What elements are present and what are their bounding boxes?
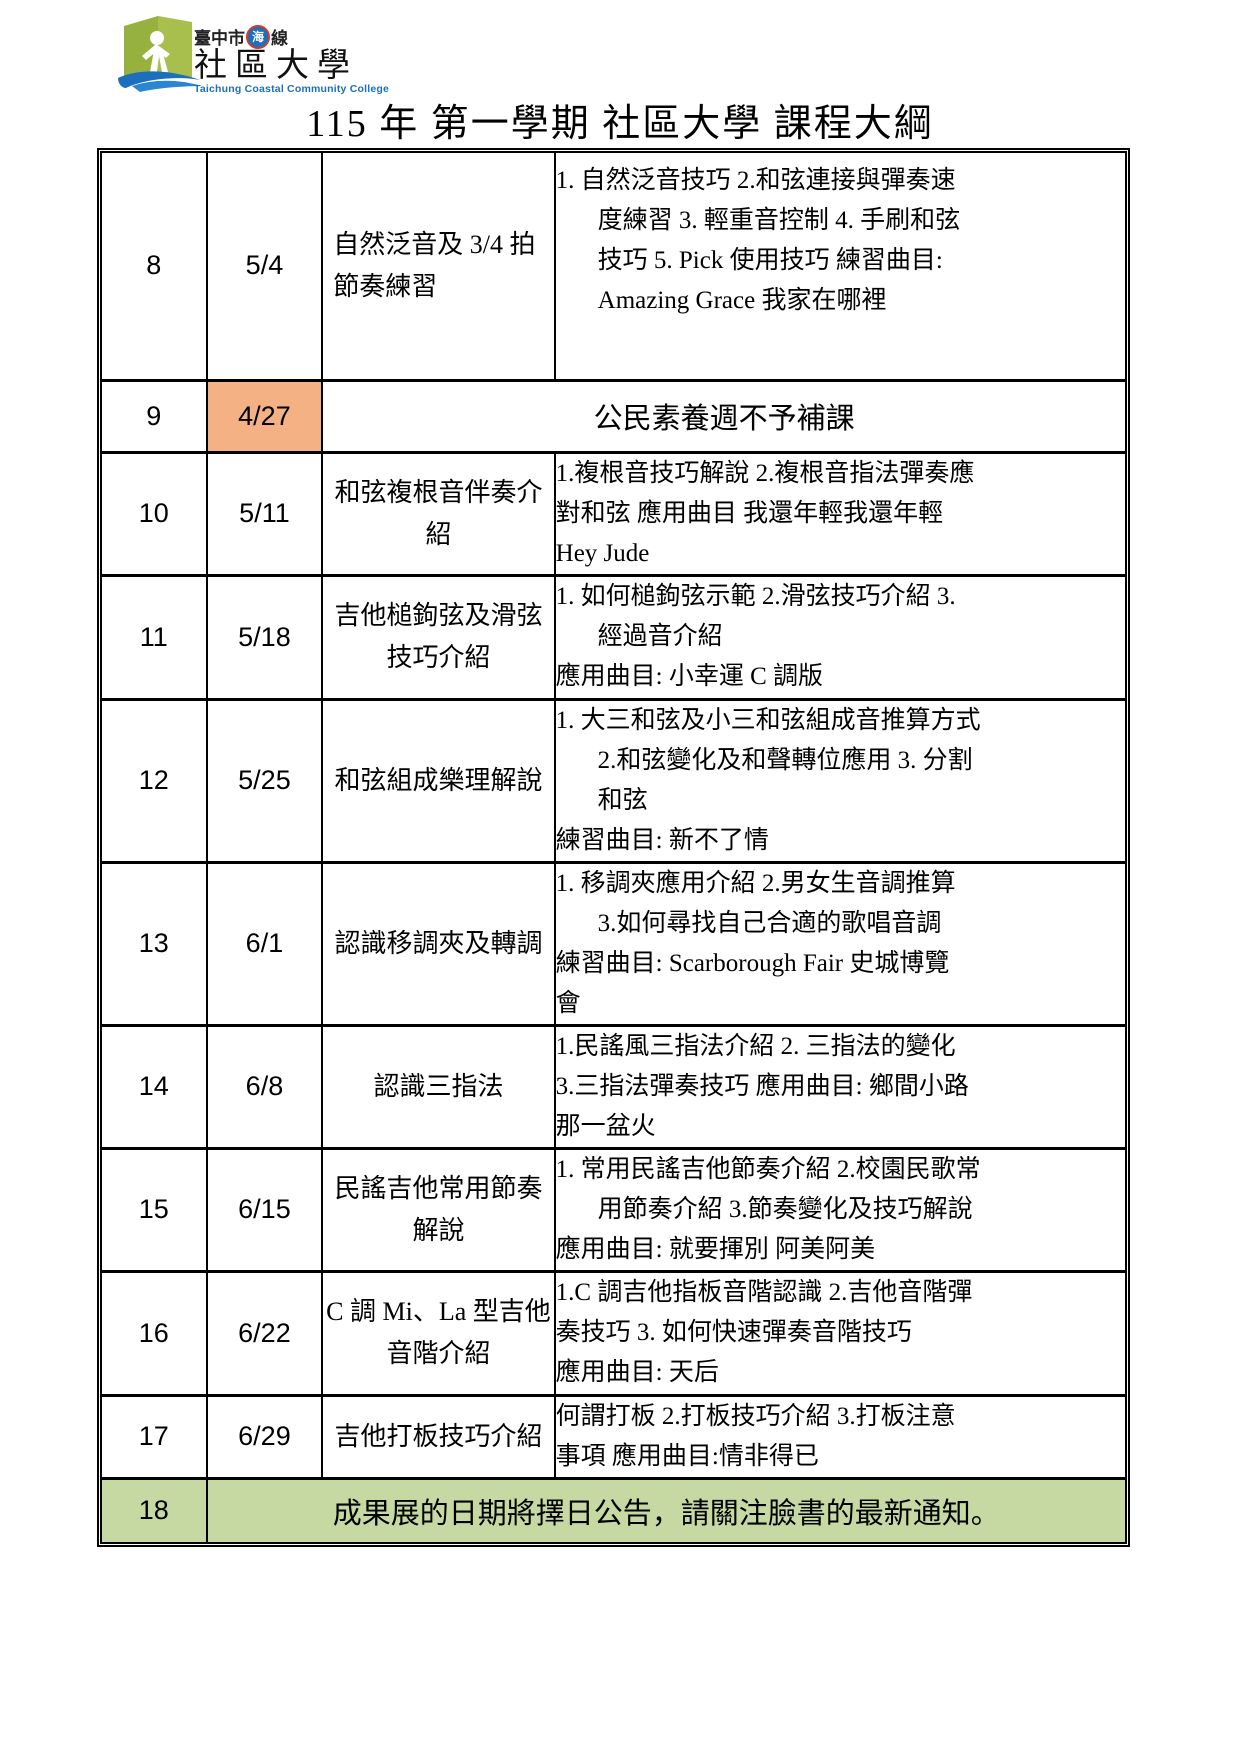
- content-line: 1. 移調夾應用介紹 2.男女生音調推算: [555, 869, 956, 897]
- date-cell: 5/4: [205, 153, 323, 380]
- logo-city-text: 臺中市: [194, 29, 245, 48]
- topic-cell: 認識移調夾及轉調: [321, 860, 555, 1025]
- table-row: 9 4/27 公民素養週不予補課: [102, 378, 1125, 452]
- date-cell: 5/18: [205, 573, 323, 699]
- logo-book-icon: [118, 16, 202, 92]
- week-cell: 9: [102, 378, 207, 452]
- content-cell: 何謂打板 2.打板技巧介紹 3.打板注意 事項 應用曲目:情非得已: [553, 1393, 1125, 1478]
- week-cell: 8: [146, 250, 162, 281]
- table-row: 8 5/4 自然泛音及 3/4 拍節奏練習 1. 自然泛音技巧 2.和弦連接與彈…: [102, 153, 1125, 380]
- content-line: 3.三指法彈奏技巧 應用曲目: 鄉間小路: [555, 1072, 969, 1100]
- content-line: 2.和弦變化及和聲轉位應用 3. 分割: [597, 746, 973, 774]
- content-line: 應用曲目: 天后: [555, 1359, 719, 1386]
- merged-note-cell: 成果展的日期將擇日公告，請關注臉書的最新通知。: [205, 1476, 1125, 1542]
- content-cell: 1. 大三和弦及小三和弦組成音推算方式 2.和弦變化及和聲轉位應用 3. 分割 …: [553, 697, 1125, 862]
- logo-line-text: 線: [271, 29, 288, 48]
- topic-cell: 吉他槌鉤弦及滑弦技巧介紹: [321, 573, 555, 699]
- topic-cell: 民謠吉他常用節奏解說: [321, 1146, 555, 1271]
- content-line: 1. 自然泛音技巧 2.和弦連接與彈奏速: [555, 167, 956, 194]
- date-cell-highlighted: 4/27: [205, 378, 323, 452]
- week-cell: 11: [102, 573, 207, 699]
- topic-cell: 認識三指法: [321, 1023, 555, 1148]
- course-outline-table: 8 5/4 自然泛音及 3/4 拍節奏練習 1. 自然泛音技巧 2.和弦連接與彈…: [97, 148, 1130, 1547]
- content-line: 度練習 3. 輕重音控制 4. 手刷和弦: [597, 207, 961, 234]
- date-cell: 5/11: [205, 450, 323, 575]
- table-row: 18 成果展的日期將擇日公告，請關注臉書的最新通知。: [102, 1476, 1125, 1542]
- topic-cell: 和弦複根音伴奏介紹: [321, 450, 555, 575]
- content-line: 1.C 調吉他指板音階認識 2.吉他音階彈: [555, 1279, 973, 1306]
- date-cell: 6/29: [205, 1393, 323, 1478]
- table-row: 12 5/25 和弦組成樂理解說 1. 大三和弦及小三和弦組成音推算方式 2.和…: [102, 697, 1125, 862]
- topic-cell: 吉他打板技巧介紹: [321, 1393, 555, 1478]
- content-line: 用節奏介紹 3.節奏變化及技巧解說: [597, 1195, 973, 1223]
- week-cell: 13: [102, 860, 207, 1025]
- content-cell: 1. 自然泛音技巧 2.和弦連接與彈奏速 度練習 3. 輕重音控制 4. 手刷和…: [553, 153, 1125, 380]
- date-cell: 5/25: [205, 697, 323, 862]
- topic-cell: 自然泛音及 3/4 拍節奏練習: [321, 153, 555, 380]
- content-line: 3.如何尋找自己合適的歌唱音調: [597, 909, 942, 937]
- merged-note-cell: 公民素養週不予補課: [321, 378, 1125, 452]
- logo-text-line1: 臺中市 海 線: [194, 24, 389, 49]
- content-line: 練習曲目: Scarborough Fair 史城博覽: [555, 949, 950, 977]
- content-cell: 1. 如何槌鉤弦示範 2.滑弦技巧介紹 3. 經過音介紹 應用曲目: 小幸運 C…: [553, 573, 1125, 699]
- date-cell: 6/22: [205, 1269, 323, 1395]
- logo-seal-icon: 海: [246, 24, 270, 49]
- logo-school-name: 社區大學: [194, 48, 358, 84]
- week-cell: 18: [102, 1476, 207, 1542]
- content-line: 1. 常用民謠吉他節奏介紹 2.校園民歌常: [555, 1155, 981, 1183]
- content-line: 應用曲目: 就要揮別 阿美阿美: [555, 1235, 876, 1263]
- week-cell: 17: [102, 1393, 207, 1478]
- content-line: 何謂打板 2.打板技巧介紹 3.打板注意: [555, 1402, 956, 1430]
- page-title: 115 年 第一學期 社區大學 課程大綱: [306, 103, 934, 145]
- content-cell: 1.複根音技巧解說 2.複根音指法彈奏應 對和弦 應用曲目 我還年輕我還年輕 H…: [553, 450, 1125, 575]
- content-line: Hey Jude: [555, 539, 650, 567]
- content-cell: 1. 移調夾應用介紹 2.男女生音調推算 3.如何尋找自己合適的歌唱音調 練習曲…: [553, 860, 1125, 1025]
- topic-cell: C 調 Mi、La 型吉他音階介紹: [321, 1269, 555, 1395]
- date-cell: 6/1: [205, 860, 323, 1025]
- logo-english-name: Taichung Coastal Community College: [194, 83, 390, 95]
- date-cell: 6/15: [205, 1146, 323, 1271]
- content-line: 技巧 5. Pick 使用技巧 練習曲目:: [597, 247, 943, 274]
- content-line: 奏技巧 3. 如何快速彈奏音階技巧: [555, 1319, 912, 1346]
- table-row: 10 5/11 和弦複根音伴奏介紹 1.複根音技巧解說 2.複根音指法彈奏應 對…: [102, 450, 1125, 575]
- content-line: 會: [555, 989, 581, 1017]
- content-line: 和弦: [597, 786, 648, 814]
- content-line: 1.民謠風三指法介紹 2. 三指法的變化: [555, 1032, 956, 1060]
- topic-cell: 和弦組成樂理解說: [321, 697, 555, 862]
- content-line: Amazing Grace 我家在哪裡: [597, 287, 887, 314]
- school-logo: 臺中市 海 線 社區大學 Taichung Coastal Community …: [112, 12, 392, 104]
- content-line: 練習曲目: 新不了情: [555, 826, 769, 854]
- week-cell: 14: [102, 1023, 207, 1148]
- content-line: 1. 大三和弦及小三和弦組成音推算方式: [555, 706, 981, 734]
- table-row: 13 6/1 認識移調夾及轉調 1. 移調夾應用介紹 2.男女生音調推算 3.如…: [102, 860, 1125, 1025]
- content-line: 1.複根音技巧解說 2.複根音指法彈奏應: [555, 459, 975, 487]
- content-cell: 1. 常用民謠吉他節奏介紹 2.校園民歌常 用節奏介紹 3.節奏變化及技巧解說 …: [553, 1146, 1125, 1271]
- content-line: 那一盆火: [555, 1112, 656, 1140]
- date-cell: 6/8: [205, 1023, 323, 1148]
- table-row: 15 6/15 民謠吉他常用節奏解說 1. 常用民謠吉他節奏介紹 2.校園民歌常…: [102, 1146, 1125, 1271]
- content-line: 1. 如何槌鉤弦示範 2.滑弦技巧介紹 3.: [555, 583, 956, 610]
- content-cell: 1.C 調吉他指板音階認識 2.吉他音階彈 奏技巧 3. 如何快速彈奏音階技巧 …: [553, 1269, 1125, 1395]
- table-row: 16 6/22 C 調 Mi、La 型吉他音階介紹 1.C 調吉他指板音階認識 …: [102, 1269, 1125, 1395]
- content-line: 對和弦 應用曲目 我還年輕我還年輕: [555, 499, 944, 527]
- week-cell: 10: [102, 450, 207, 575]
- content-cell: 1.民謠風三指法介紹 2. 三指法的變化 3.三指法彈奏技巧 應用曲目: 鄉間小…: [553, 1023, 1125, 1148]
- table-row: 14 6/8 認識三指法 1.民謠風三指法介紹 2. 三指法的變化 3.三指法彈…: [102, 1023, 1125, 1148]
- content-line: 經過音介紹: [597, 623, 723, 650]
- table-row: 11 5/18 吉他槌鉤弦及滑弦技巧介紹 1. 如何槌鉤弦示範 2.滑弦技巧介紹…: [102, 573, 1125, 699]
- week-cell: 15: [102, 1146, 207, 1271]
- table-row: 17 6/29 吉他打板技巧介紹 何謂打板 2.打板技巧介紹 3.打板注意 事項…: [102, 1393, 1125, 1478]
- week-cell: 16: [102, 1269, 207, 1395]
- content-line: 應用曲目: 小幸運 C 調版: [555, 663, 824, 690]
- content-line: 事項 應用曲目:情非得已: [555, 1442, 819, 1470]
- week-cell: 12: [102, 697, 207, 862]
